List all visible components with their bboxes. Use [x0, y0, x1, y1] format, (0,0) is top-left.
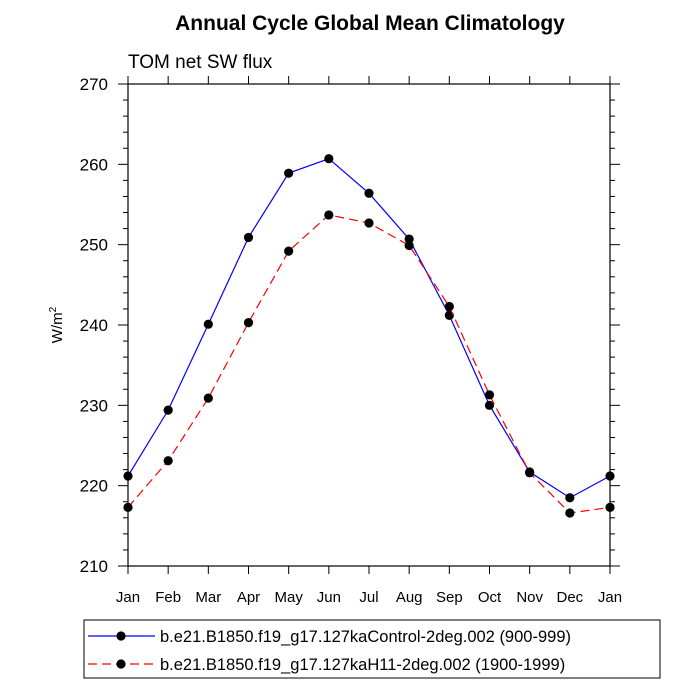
plot-frame: [127, 83, 611, 567]
legend: b.e21.B1850.f19_g17.127kaControl-2deg.00…: [83, 619, 661, 679]
legend-box: [83, 619, 661, 679]
data-point-series-1: [284, 168, 294, 178]
y-tick-label: 270: [80, 75, 108, 94]
x-tick-label: Oct: [478, 589, 502, 606]
data-point-series-1: [364, 188, 374, 198]
data-point-series-2: [404, 240, 414, 251]
data-point-series-2: [203, 393, 213, 403]
data-point-series-2: [364, 218, 374, 228]
x-tick-label: Jun: [317, 589, 341, 606]
y-tick-label: 260: [80, 155, 108, 174]
x-tick-label: Jul: [359, 589, 378, 606]
y-tick-label: 230: [80, 396, 108, 415]
data-point-series-2: [484, 390, 495, 400]
y-tick-label: 210: [80, 557, 108, 576]
y-tick-label: 240: [80, 316, 108, 335]
data-point-series-1: [163, 405, 173, 415]
data-point-series-1: [203, 319, 213, 329]
data-point-series-2: [324, 210, 334, 220]
data-point-series-2: [444, 301, 454, 312]
data-point-series-2: [123, 502, 133, 512]
series-lines: [123, 154, 615, 518]
y-tick-label: 250: [80, 236, 108, 255]
data-point-series-1: [605, 471, 615, 481]
data-point-series-2: [565, 508, 575, 518]
data-point-series-1: [404, 234, 414, 244]
series-line-2: [127, 214, 611, 514]
x-tick-label: Dec: [556, 589, 583, 606]
data-point-series-2: [525, 468, 535, 478]
legend-label-1: b.e21.B1850.f19_g17.127kaControl-2deg.00…: [160, 628, 571, 646]
x-tick-label: May: [274, 589, 303, 606]
data-point-series-1: [324, 154, 334, 164]
x-tick-label: Apr: [237, 589, 260, 606]
data-point-series-2: [284, 246, 294, 256]
data-point-series-1: [123, 471, 133, 481]
x-tick-label: Jan: [116, 589, 140, 606]
legend-marker-1: [116, 631, 126, 641]
data-point-series-2: [163, 456, 173, 466]
y-tick-label: 220: [80, 477, 108, 496]
y-axis-label-sup: 2: [48, 306, 59, 312]
data-point-series-2: [243, 317, 254, 328]
x-tick-label: Nov: [516, 589, 543, 606]
x-tick-label: Sep: [436, 589, 463, 606]
y-tick-labels: 210 220 230 240 250 260 270: [80, 75, 108, 576]
data-point-series-1: [243, 232, 254, 243]
legend-marker-2: [116, 659, 126, 669]
y-axis-label-base: W/m: [49, 312, 66, 343]
x-tick-label: Mar: [195, 589, 221, 606]
y-axis-label: W/m2: [48, 306, 66, 343]
data-point-series-1: [565, 493, 575, 503]
x-tick-label: Aug: [396, 589, 423, 606]
chart-title: Annual Cycle Global Mean Climatology: [175, 12, 565, 35]
data-point-series-2: [605, 502, 615, 512]
axis-ticks: [118, 76, 620, 574]
data-point-series-1: [484, 400, 495, 410]
x-tick-label: Jan: [598, 589, 622, 606]
legend-label-2: b.e21.B1850.f19_g17.127kaH11-2deg.002 (1…: [160, 656, 565, 674]
series-line-1: [127, 158, 611, 499]
chart-subtitle: TOM net SW flux: [128, 52, 273, 73]
data-point-series-1: [444, 310, 454, 320]
x-tick-label: Feb: [155, 589, 181, 606]
x-tick-labels: Jan Feb Mar Apr May Jun Jul Aug Sep Oct Nov Dec Jan: [116, 589, 622, 606]
